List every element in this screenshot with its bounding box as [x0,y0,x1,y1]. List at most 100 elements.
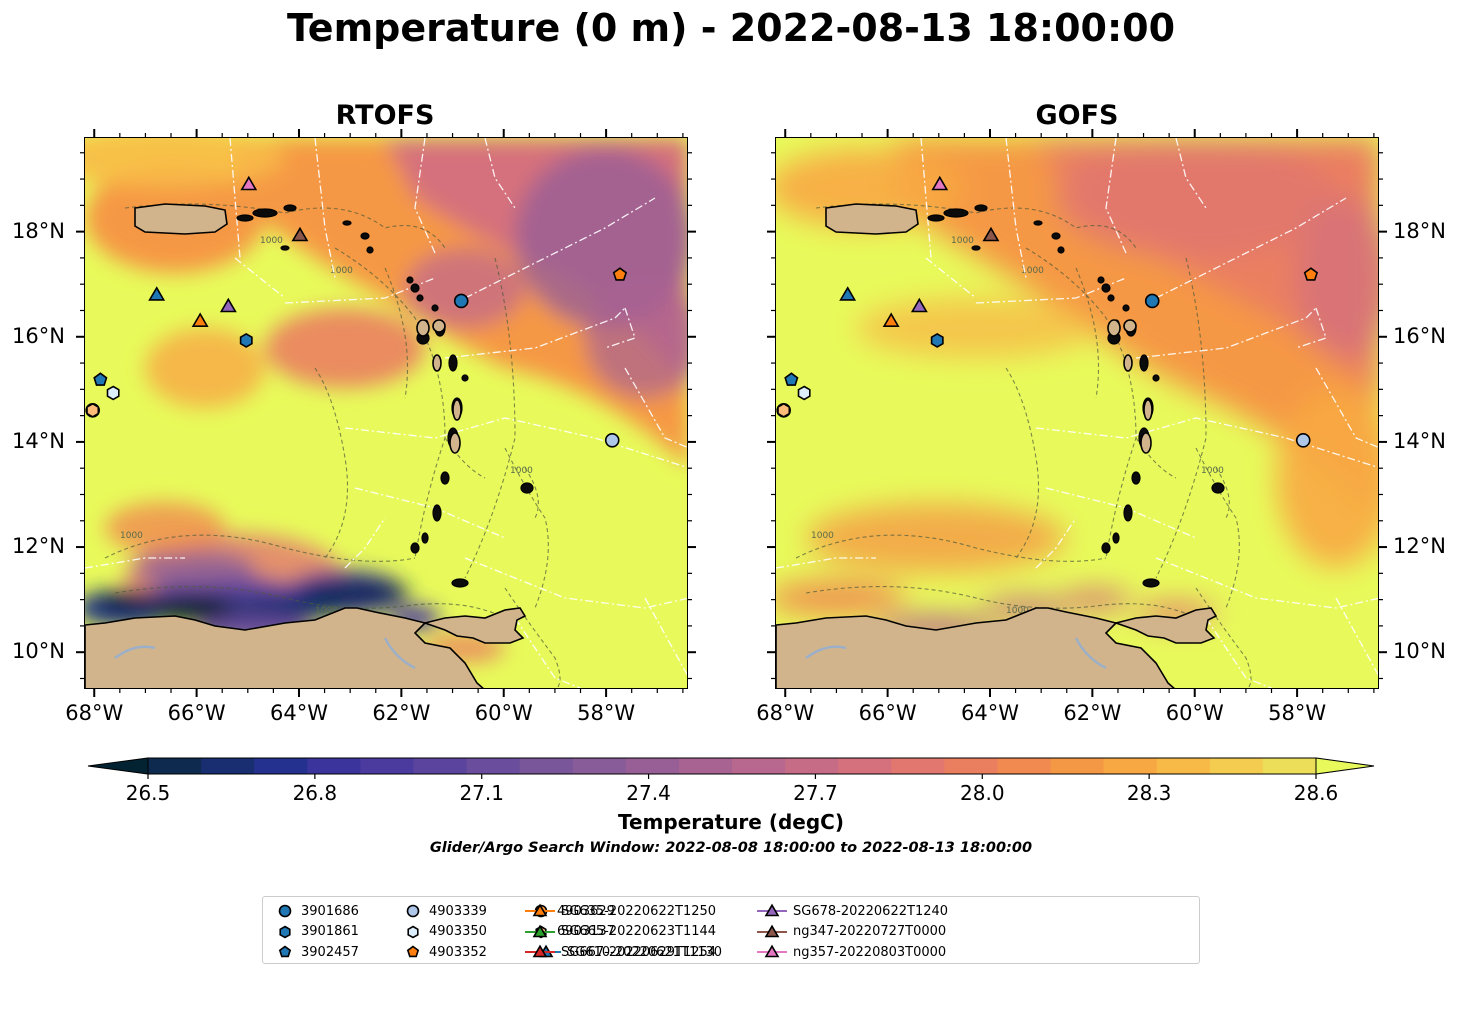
x-tick-label: 62°W [372,701,431,725]
axis-ticks [76,129,1387,697]
legend-marker-4903352 [406,945,420,958]
legend-marker-SG667-20220629T1254 [532,944,548,958]
eez-line-14 [234,257,286,299]
legend-item-4903339: 4903339 [403,903,487,919]
y-tick-label: 12°N [12,534,65,559]
eez-line-15 [624,367,687,448]
isobath-5 [104,534,416,562]
platform-markers [85,175,628,448]
eez-line-5 [464,197,656,299]
legend-label: SG635-20220622T1250 [561,903,717,919]
colorbar-segment-20 [1209,758,1264,774]
legend-marker-SG635-20220622T1250 [532,903,548,917]
isobath-label-1: 1000 [1021,266,1044,276]
isobath-6 [805,586,1197,619]
x-tick-label: 58°W [577,701,636,725]
legend-swatch [278,945,292,958]
legend-marker-3901861 [279,925,291,938]
legend-marker-4903339 [406,904,420,918]
colorbar-tick-label: 26.8 [293,781,338,805]
colorbar-tick-label: 28.3 [1127,781,1172,805]
legend-label: 3902457 [301,944,359,960]
marker-SG678-20220622T1240 [910,297,928,313]
eez-line-13 [1035,517,1077,569]
y-tick-label: 14°N [12,428,65,453]
temperature-blob-20 [105,502,225,554]
larger-island-3 [1143,399,1153,421]
isobath-3 [464,257,516,579]
colorbar-segment-14 [891,758,945,774]
colorbar-segment-17 [1050,758,1105,774]
colorbar-segment-11 [732,758,786,774]
isobath-6 [114,586,506,619]
temperature-field [776,138,1378,640]
eez-line-7 [1295,307,1327,349]
eez-line-4 [975,277,1127,304]
island-6 [1057,246,1065,254]
map-panel-gofs: 1000 1000 1000 1000 1000 [775,137,1379,689]
colorbar-segment-2 [254,758,308,774]
marker-4903350 [797,385,811,401]
panel-title-gofs: GOFS [1035,100,1119,131]
marker-SG678-20220622T1240 [219,297,237,313]
legend-item-SG665-20220623T1144: SG665-20220623T1144 [525,924,716,940]
isobath-9 [504,447,549,609]
temperature-blob-7 [145,328,265,408]
temperature-blob-15 [145,594,245,622]
isobath-label-4: 1000 [510,466,533,476]
isobath-8 [1215,467,1230,519]
island-1 [927,214,945,222]
temperature-blob-4 [1276,388,1378,568]
legend-item-SG678-20220622T1240: SG678-20220622T1240 [757,903,948,919]
legend-label: 4903339 [429,903,487,919]
isobath-label-2: 1000 [315,606,338,616]
colorbar-tick-label: 28.6 [1294,781,1339,805]
temperature-blob-6 [856,298,1096,358]
legend-marker-ng347-20220727T0000 [764,924,780,937]
legend-swatch [525,903,555,917]
eez-line-1 [1005,138,1027,279]
island-8 [1107,294,1115,302]
map-gofs: 1000 1000 1000 1000 1000 [776,138,1378,688]
colorbar-segment-4 [360,758,414,774]
eez-line-3 [484,138,516,209]
marker-4903352 [1303,267,1319,281]
island-22 [520,482,534,494]
colorbar-tick-label: 28.0 [960,781,1005,805]
marker-SG610-20220621T1130 [839,286,857,301]
colorbar-segment-12 [785,758,839,774]
legend-swatch [525,944,555,958]
eez-line-7 [604,307,636,349]
marker-ng347-20220727T0000 [982,226,1000,242]
legend-item-ng347-20220727T0000: ng347-20220727T0000 [757,924,946,940]
eez-line-2 [414,138,436,254]
colorbar-segment-18 [1103,758,1158,774]
south-america-land [776,607,1175,688]
colorbar-segment-7 [519,758,574,774]
isobath-2 [1075,267,1100,399]
colorbar-segment-19 [1156,758,1211,774]
colorbar-segment-15 [944,758,998,774]
island-19 [1123,504,1133,522]
legend-item-3901861: 3901861 [275,924,359,940]
y-tick-label: 10°N [12,639,65,664]
eez-line-2 [1105,138,1127,254]
island-21 [410,542,420,554]
river [1074,637,1107,670]
isobath-1 [1025,247,1137,559]
land [85,203,527,688]
legend-swatch [757,944,787,958]
temperature-blob-8 [85,138,285,188]
island-18 [1131,471,1141,485]
isobath-contours [795,203,1252,688]
puerto-rico [134,203,228,235]
temperature-blob-16 [225,596,345,620]
legend-item-3901686: 3901686 [275,903,359,919]
eez-line-10 [464,557,687,609]
larger-island-1 [1123,319,1137,333]
island-3 [280,245,290,251]
eez-line-8 [1035,417,1378,469]
marker-ng347-20220727T0000 [291,226,309,242]
isobath-contours [104,203,561,688]
river [805,645,847,660]
